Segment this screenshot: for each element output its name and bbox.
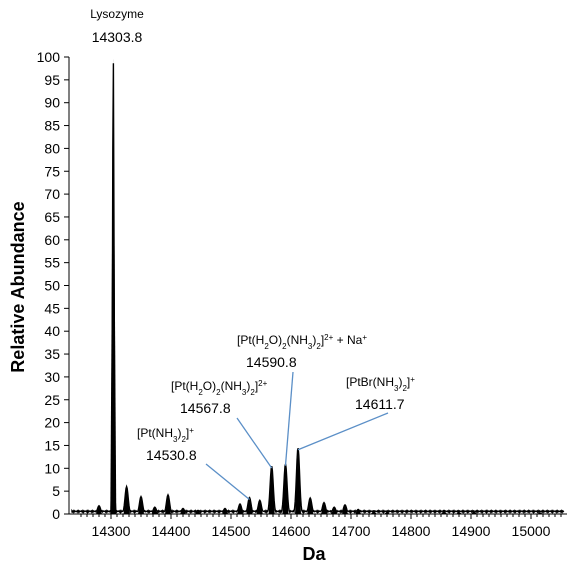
spectrum-peak bbox=[441, 510, 447, 514]
y-tick-label: 0 bbox=[52, 506, 60, 522]
spectrum-peak bbox=[370, 510, 377, 514]
peak-callout-lines bbox=[205, 371, 389, 501]
y-tick-label: 70 bbox=[44, 186, 60, 202]
spectrum-peak bbox=[151, 507, 158, 514]
y-tick-label: 65 bbox=[44, 209, 60, 225]
x-tick-label: 14500 bbox=[212, 523, 251, 539]
y-tick-label: 100 bbox=[37, 49, 61, 65]
y-tick-label: 85 bbox=[44, 118, 60, 134]
y-tick-label: 80 bbox=[44, 140, 60, 156]
peak-annotation-label: Lysozyme bbox=[90, 7, 144, 21]
spectrum-peak bbox=[307, 498, 314, 514]
x-tick-label: 14300 bbox=[92, 523, 131, 539]
peak-annotation-mass: 14303.8 bbox=[92, 29, 143, 45]
x-tick-label: 14600 bbox=[272, 523, 311, 539]
y-tick-label: 15 bbox=[44, 437, 60, 453]
y-tick-label: 45 bbox=[44, 300, 60, 316]
peak-annotation-mass: 14611.7 bbox=[355, 396, 405, 412]
spectrum-peak bbox=[282, 463, 289, 514]
y-tick-label: 25 bbox=[44, 392, 60, 408]
y-axis-title: Relative Abundance bbox=[8, 201, 28, 372]
peak-annotation-label: [Pt(H2O)2(NH3)2]2+ + Na+ bbox=[237, 333, 367, 351]
spectrum-peak bbox=[237, 503, 243, 514]
y-tick-label: 30 bbox=[44, 369, 60, 385]
x-tick-label: 14800 bbox=[392, 523, 431, 539]
x-tick-label: 14700 bbox=[332, 523, 371, 539]
spectrum-peak bbox=[96, 505, 102, 514]
y-tick-label: 90 bbox=[44, 95, 60, 111]
y-axis-ticks: 0 5 10 15 20 25 30 35 40 45 50 55 60 65 70 75 80 85 90 95 10… bbox=[37, 49, 69, 522]
y-tick-label: 40 bbox=[44, 323, 60, 339]
spectrum-peak bbox=[355, 509, 362, 514]
x-axis-title: Da bbox=[302, 544, 326, 564]
spectrum-peak bbox=[331, 507, 338, 514]
x-tick-label: 15000 bbox=[512, 523, 551, 539]
spectrum-peak bbox=[268, 466, 275, 514]
spectrum-peak bbox=[123, 486, 130, 514]
spectrum-peak bbox=[384, 511, 390, 514]
spectrum-path bbox=[71, 63, 565, 515]
spectrum-peak bbox=[195, 510, 201, 514]
peak-callout-line bbox=[205, 463, 250, 501]
spectrum-peak bbox=[246, 497, 253, 514]
x-tick-label: 14400 bbox=[152, 523, 191, 539]
y-tick-label: 10 bbox=[44, 460, 60, 476]
peak-callout-line bbox=[284, 371, 294, 466]
spectrum-trace bbox=[71, 57, 565, 515]
peak-callout-line bbox=[297, 412, 389, 451]
spectrum-peak bbox=[138, 496, 144, 514]
spectrum-peak bbox=[342, 504, 348, 514]
spectrum-peak bbox=[471, 511, 477, 514]
y-tick-label: 35 bbox=[44, 346, 60, 362]
peak-annotation-mass: 14567.8 bbox=[180, 400, 231, 416]
spectrum-peak bbox=[222, 508, 228, 514]
spectrum-peak bbox=[456, 511, 462, 514]
x-tick-label: 14900 bbox=[452, 523, 491, 539]
peak-annotation-mass: 14530.8 bbox=[146, 447, 197, 463]
y-tick-label: 5 bbox=[52, 483, 60, 499]
spectrum-peak bbox=[256, 500, 263, 514]
peak-callout-line bbox=[236, 417, 273, 469]
peak-annotation-mass: 14590.8 bbox=[246, 354, 297, 370]
y-tick-label: 50 bbox=[44, 278, 60, 294]
y-tick-label: 95 bbox=[44, 72, 60, 88]
spectrum-peak bbox=[180, 508, 186, 514]
y-tick-label: 75 bbox=[44, 163, 60, 179]
y-tick-label: 60 bbox=[44, 232, 60, 248]
peak-annotation-label: [PtBr(NH3)2]+ bbox=[346, 375, 415, 393]
spectrum-peak bbox=[321, 502, 327, 514]
peak-annotation-label: [Pt(H2O)2(NH3)2]2+ bbox=[171, 379, 268, 397]
x-axis-ticks: 14300 14400 14500 14600 14700 14800 14900 15000 bbox=[80, 514, 562, 539]
y-tick-label: 20 bbox=[44, 415, 60, 431]
spectrum-peak bbox=[110, 57, 117, 514]
spectrum-peak bbox=[165, 494, 171, 514]
peak-annotation-label: [Pt(NH3)2]+ bbox=[137, 426, 194, 444]
spectrum-peak bbox=[295, 447, 302, 514]
y-tick-label: 55 bbox=[44, 255, 60, 271]
peak-annotations: Lysozyme 14303.8 [Pt(NH3)2]+ 14530.8 [Pt(H2O… bbox=[90, 7, 415, 463]
